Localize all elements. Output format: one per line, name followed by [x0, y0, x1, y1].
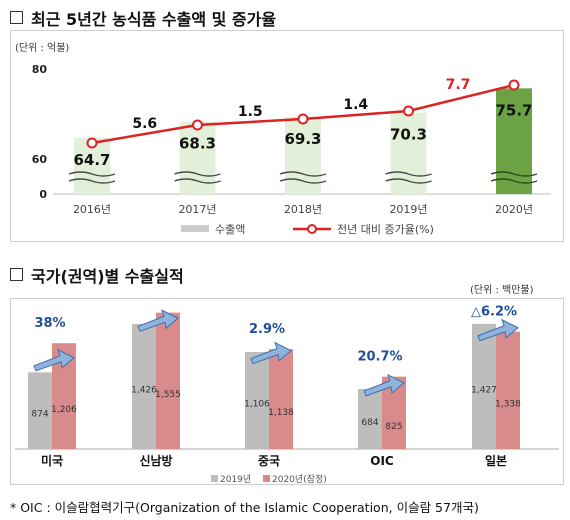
x-tick-label: 2020년: [495, 203, 533, 216]
growth-rate-label: 7.7: [446, 77, 471, 93]
x-tick-label: 2016년: [73, 203, 111, 216]
bar-2020-value: 1,338: [495, 399, 521, 409]
growth-rate-point: [86, 137, 98, 149]
bar-2019: [28, 372, 52, 449]
x-tick-label: 2019년: [389, 203, 427, 216]
growth-label: 38%: [34, 316, 65, 331]
bar-2020-value: 1,206: [51, 405, 77, 415]
growth-rate-label: 1.4: [343, 97, 368, 113]
export-trend-chart-frame: (단위 : 억불) 80 60 0 64.7 2016년 68.3 2017년 69.3 201…: [10, 30, 564, 242]
bar-2020: [156, 312, 180, 449]
checkbox-icon: [10, 11, 23, 24]
legend-label-bar: 수출액: [215, 223, 245, 236]
growth-label: 2.9%: [249, 322, 285, 337]
growth-arrow-icon: [363, 373, 405, 397]
x-tick-label: 2017년: [178, 203, 216, 216]
axis-break-mark: [279, 178, 327, 184]
category-label: OIC: [370, 454, 394, 468]
growth-rate-point: [508, 79, 520, 91]
axis-break-mark: [385, 178, 432, 184]
growth-arrow-icon: [477, 318, 519, 342]
chart2-unit: (단위 : 백만불): [470, 285, 534, 296]
axis-break-mark: [174, 171, 221, 177]
export-bar: [179, 121, 216, 194]
export-value-label: 68.3: [179, 135, 216, 153]
footnote: * OIC : 이슬람협력기구(Organization of the Isla…: [10, 500, 479, 515]
bar-2019-value: 874: [31, 410, 48, 420]
legend-label-line: 전년 대비 증가율(%): [337, 223, 434, 236]
section1-title: 최근 5년간 농식품 수출액 및 증가율: [10, 6, 276, 30]
legend-swatch-2019: [211, 475, 218, 482]
y-tick-label: 60: [32, 153, 48, 166]
bar-2019-value: 684: [361, 418, 378, 428]
bar-2019-value: 1,426: [131, 385, 157, 395]
growth-arrow-icon: [137, 309, 179, 332]
export-value-label: 70.3: [390, 126, 427, 144]
axis-break-mark: [174, 178, 221, 184]
growth-rate-point: [403, 105, 414, 117]
axis-break-mark: [385, 171, 432, 177]
bar-2019: [472, 323, 496, 449]
axis-break-mark: [68, 178, 116, 184]
growth-label: 20.7%: [357, 350, 402, 365]
legend-label-2019: 2019년: [220, 474, 251, 484]
growth-rate-point: [192, 119, 203, 131]
bar-2020: [269, 349, 293, 449]
axis-break-mark: [490, 178, 538, 184]
category-label: 미국: [41, 453, 63, 468]
legend-swatch-bar: [181, 225, 209, 232]
checkbox-icon: [10, 268, 23, 281]
axis-break-mark: [490, 171, 538, 177]
growth-rate-point: [297, 113, 309, 125]
bar-2020: [496, 331, 520, 449]
axis-break-mark: [279, 171, 327, 177]
export-value-label: 64.7: [73, 151, 110, 169]
legend-swatch-2020: [263, 475, 270, 482]
bar-2019-value: 1,106: [244, 400, 270, 410]
bar-2019: [132, 323, 156, 449]
growth-rate-label: 1.5: [238, 104, 263, 120]
bar-2019-value: 1,427: [471, 385, 497, 395]
bar-2019: [358, 389, 382, 449]
export-value-label: 75.7: [495, 101, 532, 119]
bar-2020-value: 1,138: [268, 408, 294, 418]
legend-swatch-marker: [307, 224, 317, 234]
growth-label: △6.2%: [471, 305, 517, 320]
y-tick-label: 0: [39, 188, 47, 201]
section2-title: 국가(권역)별 수출실적: [10, 263, 184, 287]
growth-label: 9.1%: [136, 299, 172, 301]
growth-arrow-icon: [33, 348, 75, 372]
section1-title-text: 최근 5년간 농식품 수출액 및 증가율: [31, 10, 277, 29]
bar-2020-value: 825: [385, 422, 402, 432]
growth-rate-label: 5.6: [132, 116, 157, 132]
axis-break-mark: [68, 171, 116, 177]
category-label: 중국: [258, 454, 280, 468]
y-tick-label: 80: [32, 63, 48, 76]
legend-label-2020: 2020년(잠정): [272, 474, 327, 484]
growth-arrow-icon: [250, 341, 292, 365]
chart1-unit: (단위 : 억불): [15, 43, 70, 54]
category-label: 일본: [485, 454, 507, 468]
category-label: 신남방: [139, 453, 172, 468]
export-value-label: 69.3: [284, 130, 321, 148]
x-tick-label: 2018년: [284, 203, 322, 216]
section2-title-text: 국가(권역)별 수출실적: [31, 267, 184, 286]
bar-2020-value: 1,555: [155, 390, 181, 400]
bar-2019: [245, 352, 269, 449]
export-trend-chart: 80 60 0 64.7 2016년 68.3 2017년 69.3 2018년 70.3 2019…: [32, 63, 551, 236]
